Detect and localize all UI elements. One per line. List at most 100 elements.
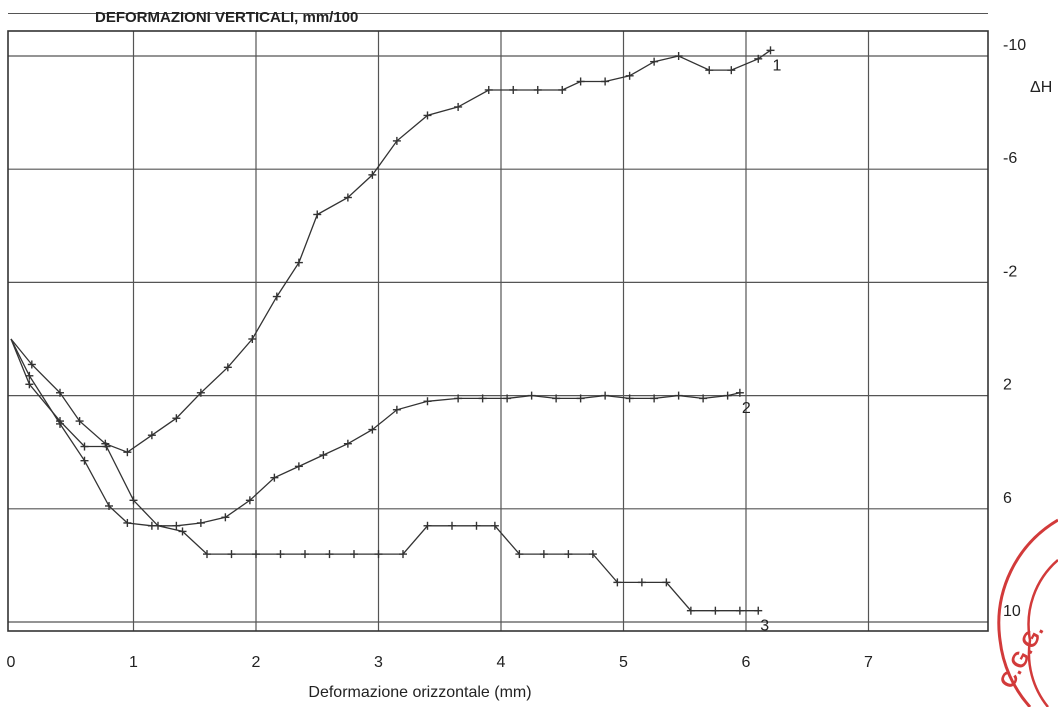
data-point — [319, 451, 328, 460]
data-point — [539, 550, 548, 559]
x-tick-label: 6 — [742, 654, 751, 671]
data-point — [650, 394, 659, 403]
series-line — [10, 338, 741, 527]
data-point — [80, 442, 89, 451]
y-tick-label: 6 — [1003, 490, 1012, 507]
data-point — [515, 550, 524, 559]
data-point — [423, 397, 432, 406]
x-tick-label: 5 — [619, 654, 628, 671]
data-point — [129, 496, 138, 505]
data-point — [601, 391, 610, 400]
data-point — [374, 550, 383, 559]
x-tick-label: 7 — [864, 654, 873, 671]
data-point — [637, 578, 646, 587]
x-tick-label: 3 — [374, 654, 383, 671]
data-point — [754, 606, 763, 615]
data-point — [248, 335, 257, 343]
data-point — [509, 85, 518, 94]
data-point — [625, 71, 634, 80]
data-point — [552, 394, 561, 403]
data-point — [423, 521, 432, 530]
x-axis-label: Deformazione orizzontale (mm) — [308, 684, 531, 701]
data-point — [674, 391, 683, 400]
data-point — [399, 550, 407, 559]
data-point — [454, 102, 463, 111]
data-point — [699, 394, 708, 403]
data-point — [711, 606, 720, 615]
series-label: 2 — [742, 400, 751, 417]
data-point — [227, 550, 236, 559]
data-point — [576, 77, 585, 86]
data-point — [392, 136, 401, 145]
grid — [8, 13, 988, 631]
data-point — [686, 606, 695, 615]
y-tick-label: 2 — [1003, 377, 1012, 394]
series-label: 1 — [773, 57, 782, 74]
x-tick-label: 4 — [497, 654, 506, 671]
data-point — [368, 170, 377, 179]
data-point — [80, 456, 89, 465]
data-point — [27, 360, 36, 369]
data-point — [392, 405, 401, 414]
data-point — [423, 111, 432, 120]
data-point — [25, 380, 34, 389]
data-point — [662, 578, 671, 587]
data-point — [203, 550, 211, 559]
data-point — [56, 388, 64, 397]
data-point — [448, 521, 456, 530]
data-point — [484, 85, 493, 94]
data-point — [276, 550, 285, 559]
data-point — [735, 388, 744, 397]
data-point — [625, 394, 634, 403]
x-tick-label: 1 — [129, 654, 138, 671]
data-point — [533, 85, 542, 94]
data-point — [588, 550, 597, 559]
series-line — [10, 338, 759, 612]
x-axis-ticks: 0 1 2 3 4 5 6 7 — [7, 654, 874, 671]
data-point — [172, 521, 181, 530]
data-point — [754, 54, 763, 63]
series-2: 2 — [10, 338, 751, 530]
data-point — [723, 391, 732, 400]
data-point — [558, 85, 567, 94]
data-point — [503, 394, 512, 403]
plot-frame — [7, 30, 989, 632]
data-point — [343, 193, 352, 202]
data-point — [527, 391, 536, 400]
data-point — [56, 417, 64, 426]
x-tick-label: 0 — [7, 654, 16, 671]
data-point — [601, 77, 610, 86]
data-point — [221, 513, 230, 522]
data-point — [196, 388, 205, 397]
data-point — [270, 473, 279, 482]
data-point — [272, 292, 281, 301]
y-tick-label: -2 — [1003, 263, 1017, 280]
data-point — [123, 448, 132, 457]
data-point — [576, 394, 585, 403]
data-point — [178, 527, 187, 536]
data-point — [650, 57, 659, 66]
data-point — [294, 258, 303, 267]
data-point — [343, 439, 352, 448]
data-point — [705, 66, 714, 75]
data-point — [154, 521, 162, 530]
y-axis-ticks: -10 -6 -2 2 6 10 — [1003, 37, 1026, 620]
data-point — [313, 210, 322, 219]
series-1: 1 — [10, 46, 782, 457]
x-tick-label: 2 — [252, 654, 261, 671]
data-point — [613, 578, 622, 587]
data-point — [123, 518, 132, 527]
data-point — [674, 52, 683, 60]
data-point — [727, 66, 736, 75]
data-point — [105, 501, 113, 510]
chart-title: DEFORMAZIONI VERTICALI, mm/100 — [95, 9, 358, 26]
data-point — [478, 394, 487, 403]
data-point — [252, 550, 260, 559]
series-layer: 1 2 3 — [10, 46, 782, 635]
series-3: 3 — [10, 338, 769, 635]
data-point — [564, 550, 573, 559]
data-point — [472, 521, 481, 530]
data-point — [766, 46, 775, 55]
data-point — [245, 496, 254, 505]
